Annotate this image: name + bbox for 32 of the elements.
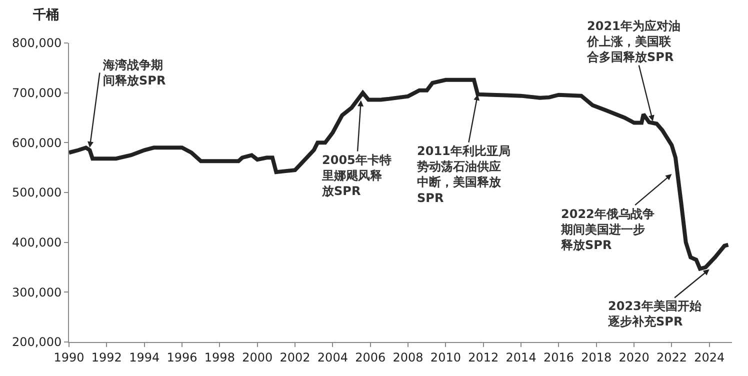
y-axis-title: 千桶 — [32, 7, 59, 23]
x-tick-label: 2004 — [317, 350, 348, 364]
y-tick-label: 600,000 — [12, 136, 62, 150]
x-tick-label: 1994 — [129, 350, 160, 364]
x-tick-label: 2012 — [468, 350, 499, 364]
x-tick-label: 2018 — [581, 350, 612, 364]
annotation: 2023年美国开始逐步补充SPR — [607, 299, 702, 329]
annotation: 2022年俄乌战争期间美国进一步释放SPR — [560, 207, 654, 252]
x-tick-label: 2006 — [355, 350, 386, 364]
x-tick-label: 1998 — [204, 350, 235, 364]
y-tick-label: 300,000 — [12, 285, 62, 300]
y-tick-label: 200,000 — [12, 335, 62, 350]
x-tick-label: 2020 — [618, 350, 650, 364]
x-tick-label: 2010 — [430, 350, 461, 364]
y-tick-label: 400,000 — [12, 236, 62, 250]
x-tick-label: 2000 — [242, 350, 273, 364]
x-tick-label: 1990 — [54, 350, 84, 364]
x-tick-label: 2016 — [543, 350, 574, 364]
x-tick-label: 1992 — [91, 350, 122, 364]
x-tick-label: 2002 — [280, 350, 310, 364]
annotation: 2005年卡特里娜飓风释放SPR — [321, 153, 392, 198]
x-tick-label: 2008 — [392, 350, 424, 364]
annotation: 海湾战争期间释放SPR — [102, 58, 166, 88]
y-tick-label: 700,000 — [12, 86, 62, 100]
x-tick-label: 2022 — [656, 350, 688, 364]
x-tick-label: 2024 — [694, 350, 725, 364]
y-tick-label: 500,000 — [12, 186, 62, 200]
x-tick-label: 2014 — [506, 350, 536, 364]
y-tick-label: 800,000 — [12, 36, 62, 50]
annotation: 2021年为应对油价上涨，美国联合多国释放SPR — [586, 19, 680, 64]
annotation: 2011年利比亚局势动荡石油供应中断，美国释放SPR — [416, 144, 510, 205]
x-tick-label: 1996 — [166, 350, 198, 364]
